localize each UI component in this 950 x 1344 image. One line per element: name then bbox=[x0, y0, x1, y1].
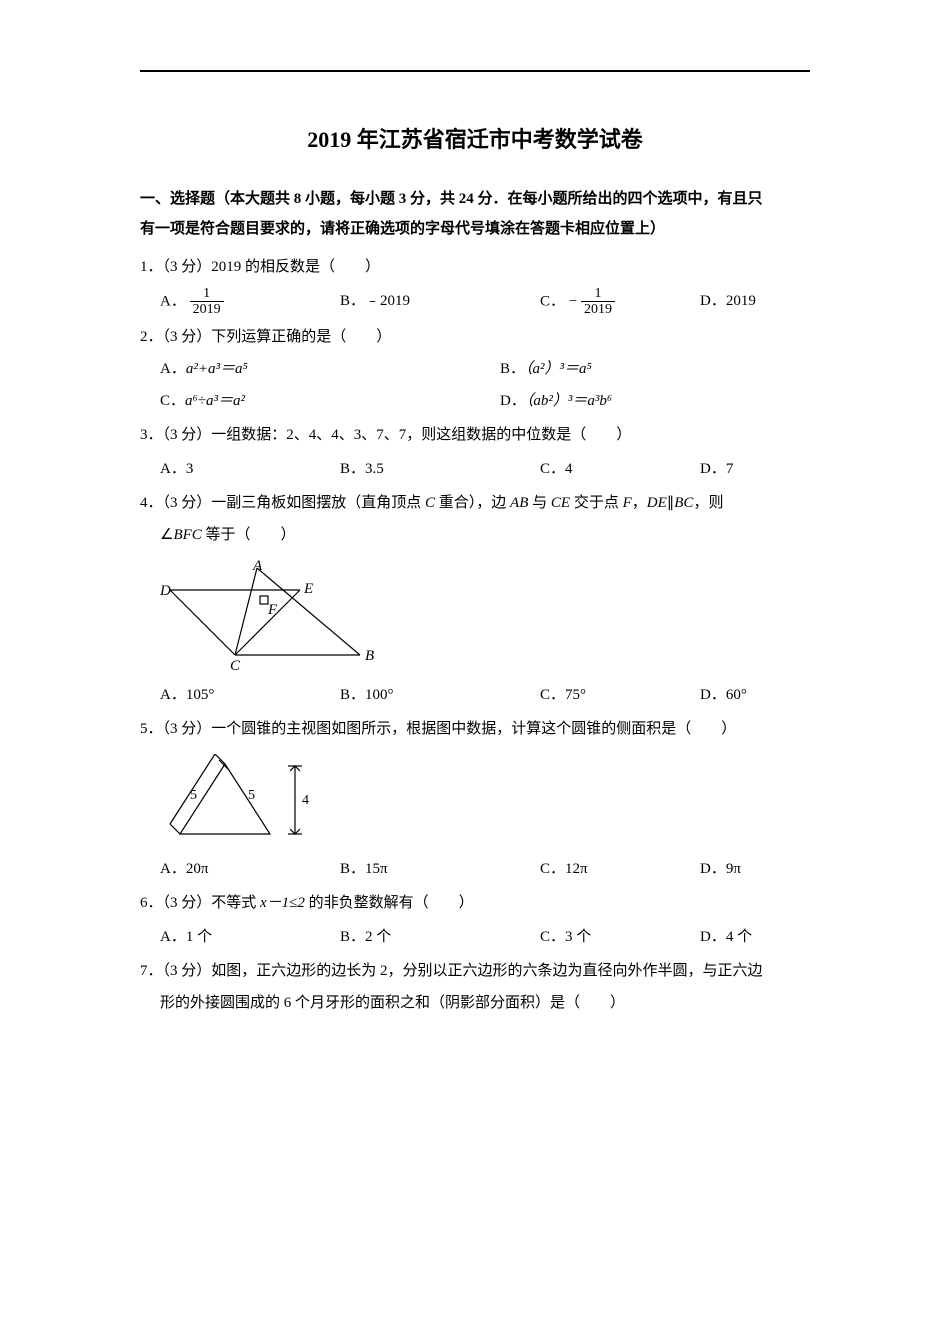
q6-opt-b: B．2 个 bbox=[340, 922, 540, 952]
section-header: 一、选择题（本大题共 8 小题，每小题 3 分，共 24 分．在每小题所给出的四… bbox=[140, 184, 810, 244]
q5-slant2: 5 bbox=[248, 788, 255, 803]
q6-expr: x－1≤2 bbox=[260, 895, 305, 911]
q4-opt-c: C．75° bbox=[540, 680, 700, 710]
q3-opt-c: C．4 bbox=[540, 454, 700, 484]
q2-c-expr: a⁶÷a³＝a² bbox=[185, 393, 245, 409]
q5-opt-d: D．9π bbox=[700, 854, 820, 884]
q4-figure: A D E F C B bbox=[160, 560, 810, 670]
q5-opt-c: C．12π bbox=[540, 854, 700, 884]
question-6: 6．（3 分）不等式 x－1≤2 的非负整数解有（ ） A．1 个 B．2 个 … bbox=[140, 888, 810, 952]
q4-stem-line1: 4．（3 分）一副三角板如图摆放（直角顶点 C 重合），边 AB 与 CE 交于… bbox=[140, 488, 810, 518]
q2-a-expr: a²+a³＝a⁵ bbox=[186, 361, 248, 377]
q2-opt-c: C．a⁶÷a³＝a² bbox=[160, 386, 500, 416]
q2-opt-a: A．a²+a³＝a⁵ bbox=[160, 354, 500, 384]
q2-opt-d: D．（ab²）³＝a³b⁶ bbox=[500, 386, 800, 416]
q4-opt-d: D．60° bbox=[700, 680, 820, 710]
q1-c-neg: − bbox=[569, 293, 577, 309]
q4-label-e: E bbox=[303, 581, 313, 597]
q3-opt-a: A．3 bbox=[160, 454, 340, 484]
q4-label-c: C bbox=[230, 658, 241, 670]
q3-options: A．3 B．3.5 C．4 D．7 bbox=[140, 454, 810, 484]
section-header-line2: 有一项是符合题目要求的，请将正确选项的字母代号填涂在答题卡相应位置上） bbox=[140, 214, 810, 244]
q1-a-prefix: A． bbox=[160, 293, 186, 309]
question-5: 5．（3 分）一个圆锥的主视图如图所示，根据图中数据，计算这个圆锥的侧面积是（ … bbox=[140, 714, 810, 884]
question-7: 7．（3 分）如图，正六边形的边长为 2，分别以正六边形的六条边为直径向外作半圆… bbox=[140, 956, 810, 1018]
q5-svg: 5 5 4 bbox=[160, 754, 330, 844]
q1-c-frac: 1 2019 bbox=[581, 286, 615, 318]
question-4: 4．（3 分）一副三角板如图摆放（直角顶点 C 重合），边 AB 与 CE 交于… bbox=[140, 488, 810, 710]
q5-figure: 5 5 4 bbox=[160, 754, 810, 844]
question-2: 2．（3 分）下列运算正确的是（ ） A．a²+a³＝a⁵ B．（a²）³＝a⁵… bbox=[140, 322, 810, 416]
question-1: 1．（3 分）2019 的相反数是（ ） A． 1 2019 B．﹣2019 C… bbox=[140, 252, 810, 318]
q6-opt-a: A．1 个 bbox=[160, 922, 340, 952]
q3-stem: 3．（3 分）一组数据：2、4、4、3、7、7，则这组数据的中位数是（ ） bbox=[140, 420, 810, 450]
q6-opt-c: C．3 个 bbox=[540, 922, 700, 952]
q6-stem: 6．（3 分）不等式 x－1≤2 的非负整数解有（ ） bbox=[140, 888, 810, 918]
q4-label-a: A bbox=[252, 560, 263, 574]
q1-opt-d: D．2019 bbox=[700, 286, 820, 318]
q2-row2: C．a⁶÷a³＝a² D．（ab²）³＝a³b⁶ bbox=[140, 386, 810, 416]
q5-opt-b: B．15π bbox=[340, 854, 540, 884]
question-3: 3．（3 分）一组数据：2、4、4、3、7、7，则这组数据的中位数是（ ） A．… bbox=[140, 420, 810, 484]
q1-c-frac-den: 2019 bbox=[581, 302, 615, 317]
q2-opt-b: B．（a²）³＝a⁵ bbox=[500, 354, 800, 384]
q4-label-b: B bbox=[365, 648, 374, 664]
q2-b-expr: （a²）³＝a⁵ bbox=[525, 361, 592, 377]
q6-opt-d: D．4 个 bbox=[700, 922, 820, 952]
q5-options: A．20π B．15π C．12π D．9π bbox=[140, 854, 810, 884]
q5-height: 4 bbox=[302, 793, 309, 808]
q1-stem: 1．（3 分）2019 的相反数是（ ） bbox=[140, 252, 810, 282]
q1-c-prefix: C． bbox=[540, 293, 565, 309]
q7-line2: 形的外接圆围成的 6 个月牙形的面积之和（阴影部分面积）是（ ） bbox=[140, 988, 810, 1018]
q3-opt-b: B．3.5 bbox=[340, 454, 540, 484]
q5-opt-a: A．20π bbox=[160, 854, 340, 884]
q4-opt-a: A．105° bbox=[160, 680, 340, 710]
q1-c-frac-num: 1 bbox=[581, 286, 615, 302]
q5-slant1: 5 bbox=[190, 788, 197, 803]
page-title: 2019 年江苏省宿迁市中考数学试卷 bbox=[140, 122, 810, 154]
q6-options: A．1 个 B．2 个 C．3 个 D．4 个 bbox=[140, 922, 810, 952]
q1-opt-c: C． − 1 2019 bbox=[540, 286, 700, 318]
q2-d-expr: （ab²）³＝a³b⁶ bbox=[526, 393, 612, 409]
q1-a-frac-den: 2019 bbox=[190, 302, 224, 317]
q1-a-frac: 1 2019 bbox=[190, 286, 224, 318]
q4-label-f: F bbox=[267, 602, 278, 618]
q4-stem-line2: ∠BFC 等于（ ） bbox=[140, 520, 810, 550]
q1-a-frac-num: 1 bbox=[190, 286, 224, 302]
q1-options: A． 1 2019 B．﹣2019 C． − 1 2019 D．2019 bbox=[140, 286, 810, 318]
q4-svg: A D E F C B bbox=[160, 560, 380, 670]
q1-opt-b: B．﹣2019 bbox=[340, 286, 540, 318]
q2-stem: 2．（3 分）下列运算正确的是（ ） bbox=[140, 322, 810, 352]
q1-opt-a: A． 1 2019 bbox=[160, 286, 340, 318]
q4-label-d: D bbox=[160, 583, 171, 599]
top-rule bbox=[140, 70, 810, 72]
section-header-line1: 一、选择题（本大题共 8 小题，每小题 3 分，共 24 分．在每小题所给出的四… bbox=[140, 184, 810, 214]
q3-opt-d: D．7 bbox=[700, 454, 820, 484]
q4-opt-b: B．100° bbox=[340, 680, 540, 710]
q5-stem: 5．（3 分）一个圆锥的主视图如图所示，根据图中数据，计算这个圆锥的侧面积是（ … bbox=[140, 714, 810, 744]
q4-options: A．105° B．100° C．75° D．60° bbox=[140, 680, 810, 710]
q2-row1: A．a²+a³＝a⁵ B．（a²）³＝a⁵ bbox=[140, 354, 810, 384]
q7-line1: 7．（3 分）如图，正六边形的边长为 2，分别以正六边形的六条边为直径向外作半圆… bbox=[140, 956, 810, 986]
